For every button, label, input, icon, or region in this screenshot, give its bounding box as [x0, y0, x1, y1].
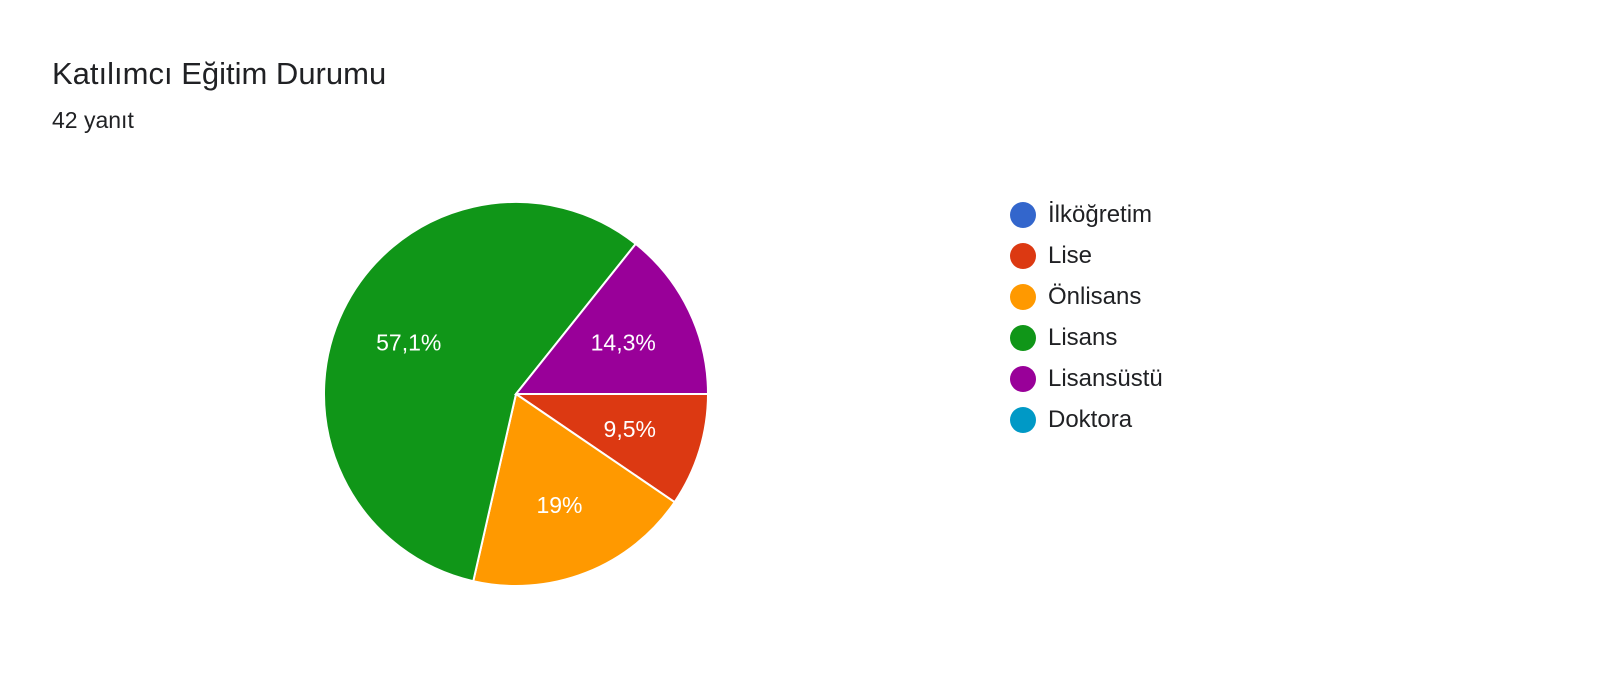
chart-legend: İlköğretim Lise Önlisans Lisans Lisansüstü Do… [1010, 194, 1163, 440]
chart-title: Katılımcı Eğitim Durumu [52, 56, 387, 91]
legend-item-onlisans[interactable]: Önlisans [1010, 276, 1163, 317]
response-count: 42 yanıt [52, 107, 134, 133]
slice-label-onlisans: 19% [536, 492, 582, 518]
legend-label: Lise [1048, 241, 1093, 269]
slice-label-lise: 9,5% [604, 416, 656, 442]
legend-swatch [1010, 283, 1036, 310]
legend-swatch [1010, 242, 1036, 269]
slice-label-lisansustu: 14,3% [591, 329, 656, 355]
pie-slice-lisans[interactable] [323, 201, 638, 583]
legend-label: İlköğretim [1048, 200, 1153, 228]
slice-label-lisans: 57,1% [376, 329, 441, 355]
pie-slice-lisansustu[interactable] [513, 242, 710, 395]
legend-label: Doktora [1048, 405, 1133, 433]
legend-swatch [1010, 324, 1036, 351]
legend-label: Lisans [1048, 323, 1118, 351]
legend-label: Önlisans [1048, 282, 1142, 310]
legend-item-ilkogretim[interactable]: İlköğretim [1010, 194, 1163, 235]
legend-item-lisans[interactable]: Lisans [1010, 317, 1163, 358]
pie-slice-lise[interactable] [512, 393, 710, 504]
legend-swatch [1010, 201, 1036, 228]
legend-item-lise[interactable]: Lise [1010, 235, 1163, 276]
legend-item-lisansustu[interactable]: Lisansüstü [1010, 358, 1163, 399]
legend-swatch [1010, 406, 1036, 433]
legend-label: Lisansüstü [1048, 364, 1163, 392]
pie-slice-onlisans[interactable] [472, 392, 677, 587]
legend-swatch [1010, 365, 1036, 392]
legend-item-doktora[interactable]: Doktora [1010, 399, 1163, 440]
